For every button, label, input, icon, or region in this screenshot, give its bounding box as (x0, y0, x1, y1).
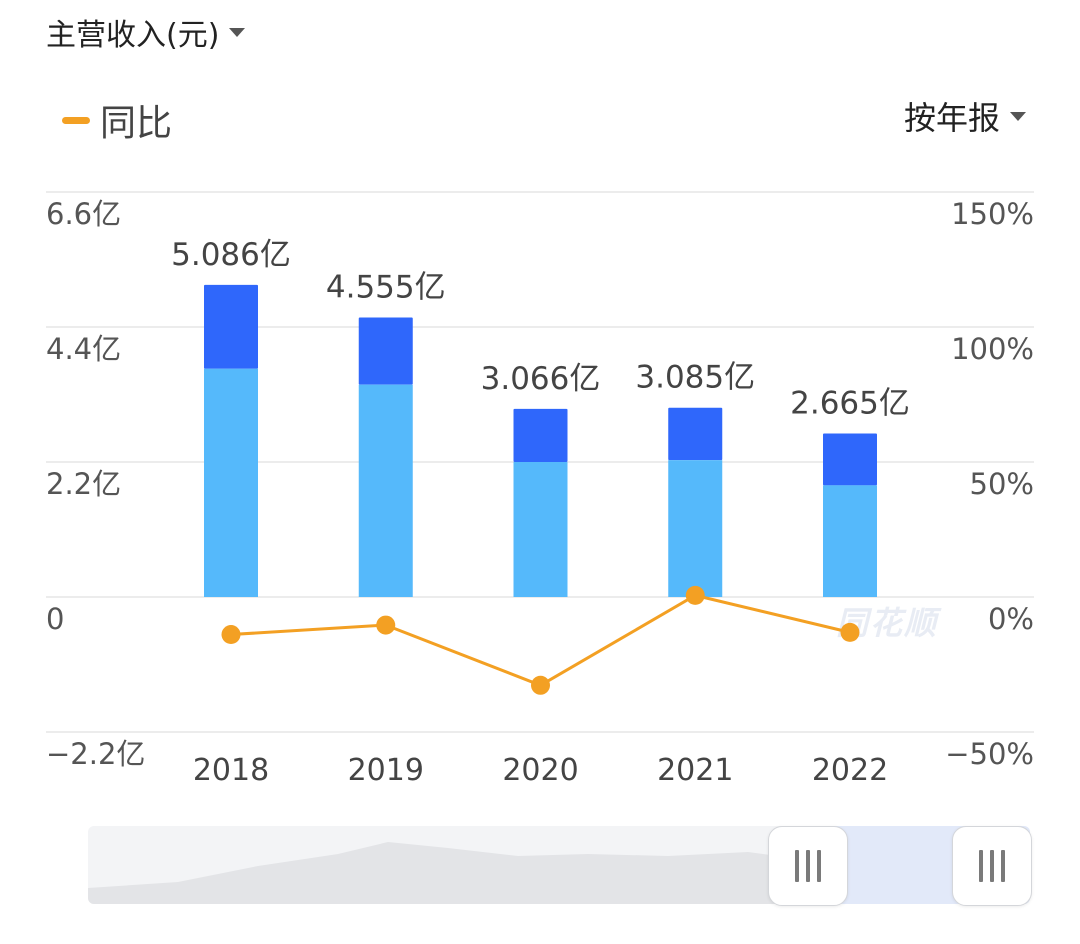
bar-upper-segment (668, 407, 723, 461)
bar-value-label: 5.086亿 (171, 237, 291, 273)
chart-legend[interactable]: 同比 (62, 96, 172, 144)
x-tick-label: 2021 (657, 753, 733, 788)
y-right-tick-label: 50% (970, 467, 1034, 501)
y-right-tick-label: −50% (945, 737, 1034, 771)
bar-value-label: 3.085亿 (635, 360, 755, 396)
slider-right-handle[interactable] (952, 826, 1032, 906)
slider-left-handle[interactable] (768, 826, 848, 906)
bar-upper-segment (513, 408, 568, 462)
yoy-point (221, 625, 241, 645)
metric-selector[interactable]: 主营收入(元) (46, 10, 246, 54)
y-left-tick-label: 0 (46, 602, 64, 636)
bar-value-label: 2.665亿 (790, 385, 910, 421)
yoy-point (685, 585, 705, 605)
y-left-tick-label: 4.4亿 (46, 332, 121, 366)
y-right-tick-label: 100% (951, 332, 1034, 366)
bar-upper-segment (204, 284, 258, 369)
x-tick-label: 2020 (502, 753, 578, 788)
bar-upper-segment (823, 433, 877, 486)
grip-icon (979, 850, 1005, 882)
y-left-tick-label: −2.2亿 (46, 737, 145, 771)
grip-icon (795, 850, 821, 882)
x-tick-label: 2022 (812, 753, 888, 788)
legend-line-swatch (62, 116, 90, 124)
bar-value-label: 3.066亿 (481, 361, 601, 397)
bar-lower-segment (358, 384, 413, 597)
range-slider[interactable] (88, 826, 1032, 906)
bar-lower-segment (204, 368, 258, 597)
caret-down-icon (229, 27, 246, 37)
yoy-point (376, 615, 396, 635)
bar-lower-segment (823, 485, 877, 597)
metric-label: 主营收入(元) (46, 18, 220, 53)
bar-value-label: 4.555亿 (326, 269, 446, 305)
yoy-line (230, 593, 851, 687)
period-label: 按年报 (903, 99, 1000, 137)
y-right-tick-label: 150% (951, 197, 1034, 231)
caret-down-icon (1010, 111, 1026, 121)
yoy-point (531, 675, 550, 695)
bar-upper-segment (358, 317, 413, 385)
x-tick-label: 2019 (348, 753, 424, 788)
bar-lower-segment (513, 462, 568, 597)
bar-lower-segment (668, 460, 723, 597)
y-left-tick-label: 6.6亿 (46, 197, 121, 231)
period-selector[interactable]: 按年报 (904, 92, 1026, 140)
x-tick-label: 2018 (193, 753, 269, 788)
legend-label: 同比 (100, 103, 173, 144)
yoy-point (840, 622, 860, 642)
y-right-tick-label: 0% (988, 602, 1034, 636)
slider-track[interactable] (88, 826, 1030, 904)
y-left-tick-label: 2.2亿 (46, 467, 121, 501)
